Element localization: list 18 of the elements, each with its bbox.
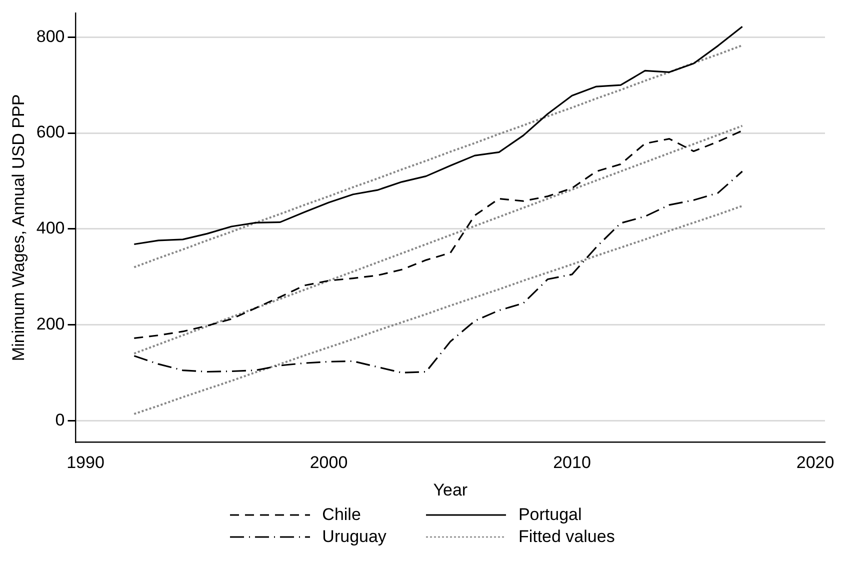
y-tick-label: 800 <box>36 26 65 46</box>
legend-label: Portugal <box>518 505 582 525</box>
x-tick-label: 2020 <box>796 453 834 472</box>
y-tick-label: 400 <box>36 218 65 238</box>
y-tick-label: 200 <box>36 314 65 334</box>
line-series <box>133 44 744 268</box>
y-axis-title: Minimum Wages, Annual USD PPP <box>8 94 28 362</box>
y-tick-label: 0 <box>55 410 65 430</box>
x-tick-label: 2000 <box>310 453 348 472</box>
x-axis-title: Year <box>433 480 468 500</box>
x-tick-label: 2010 <box>553 453 591 472</box>
y-tick-label: 600 <box>36 122 65 142</box>
legend-label: Chile <box>322 505 361 525</box>
legend-label: Uruguay <box>322 527 386 547</box>
line-series <box>133 170 744 374</box>
x-tick-label: 1990 <box>66 453 104 472</box>
legend-label: Fitted values <box>518 527 615 547</box>
line-series <box>133 204 744 415</box>
